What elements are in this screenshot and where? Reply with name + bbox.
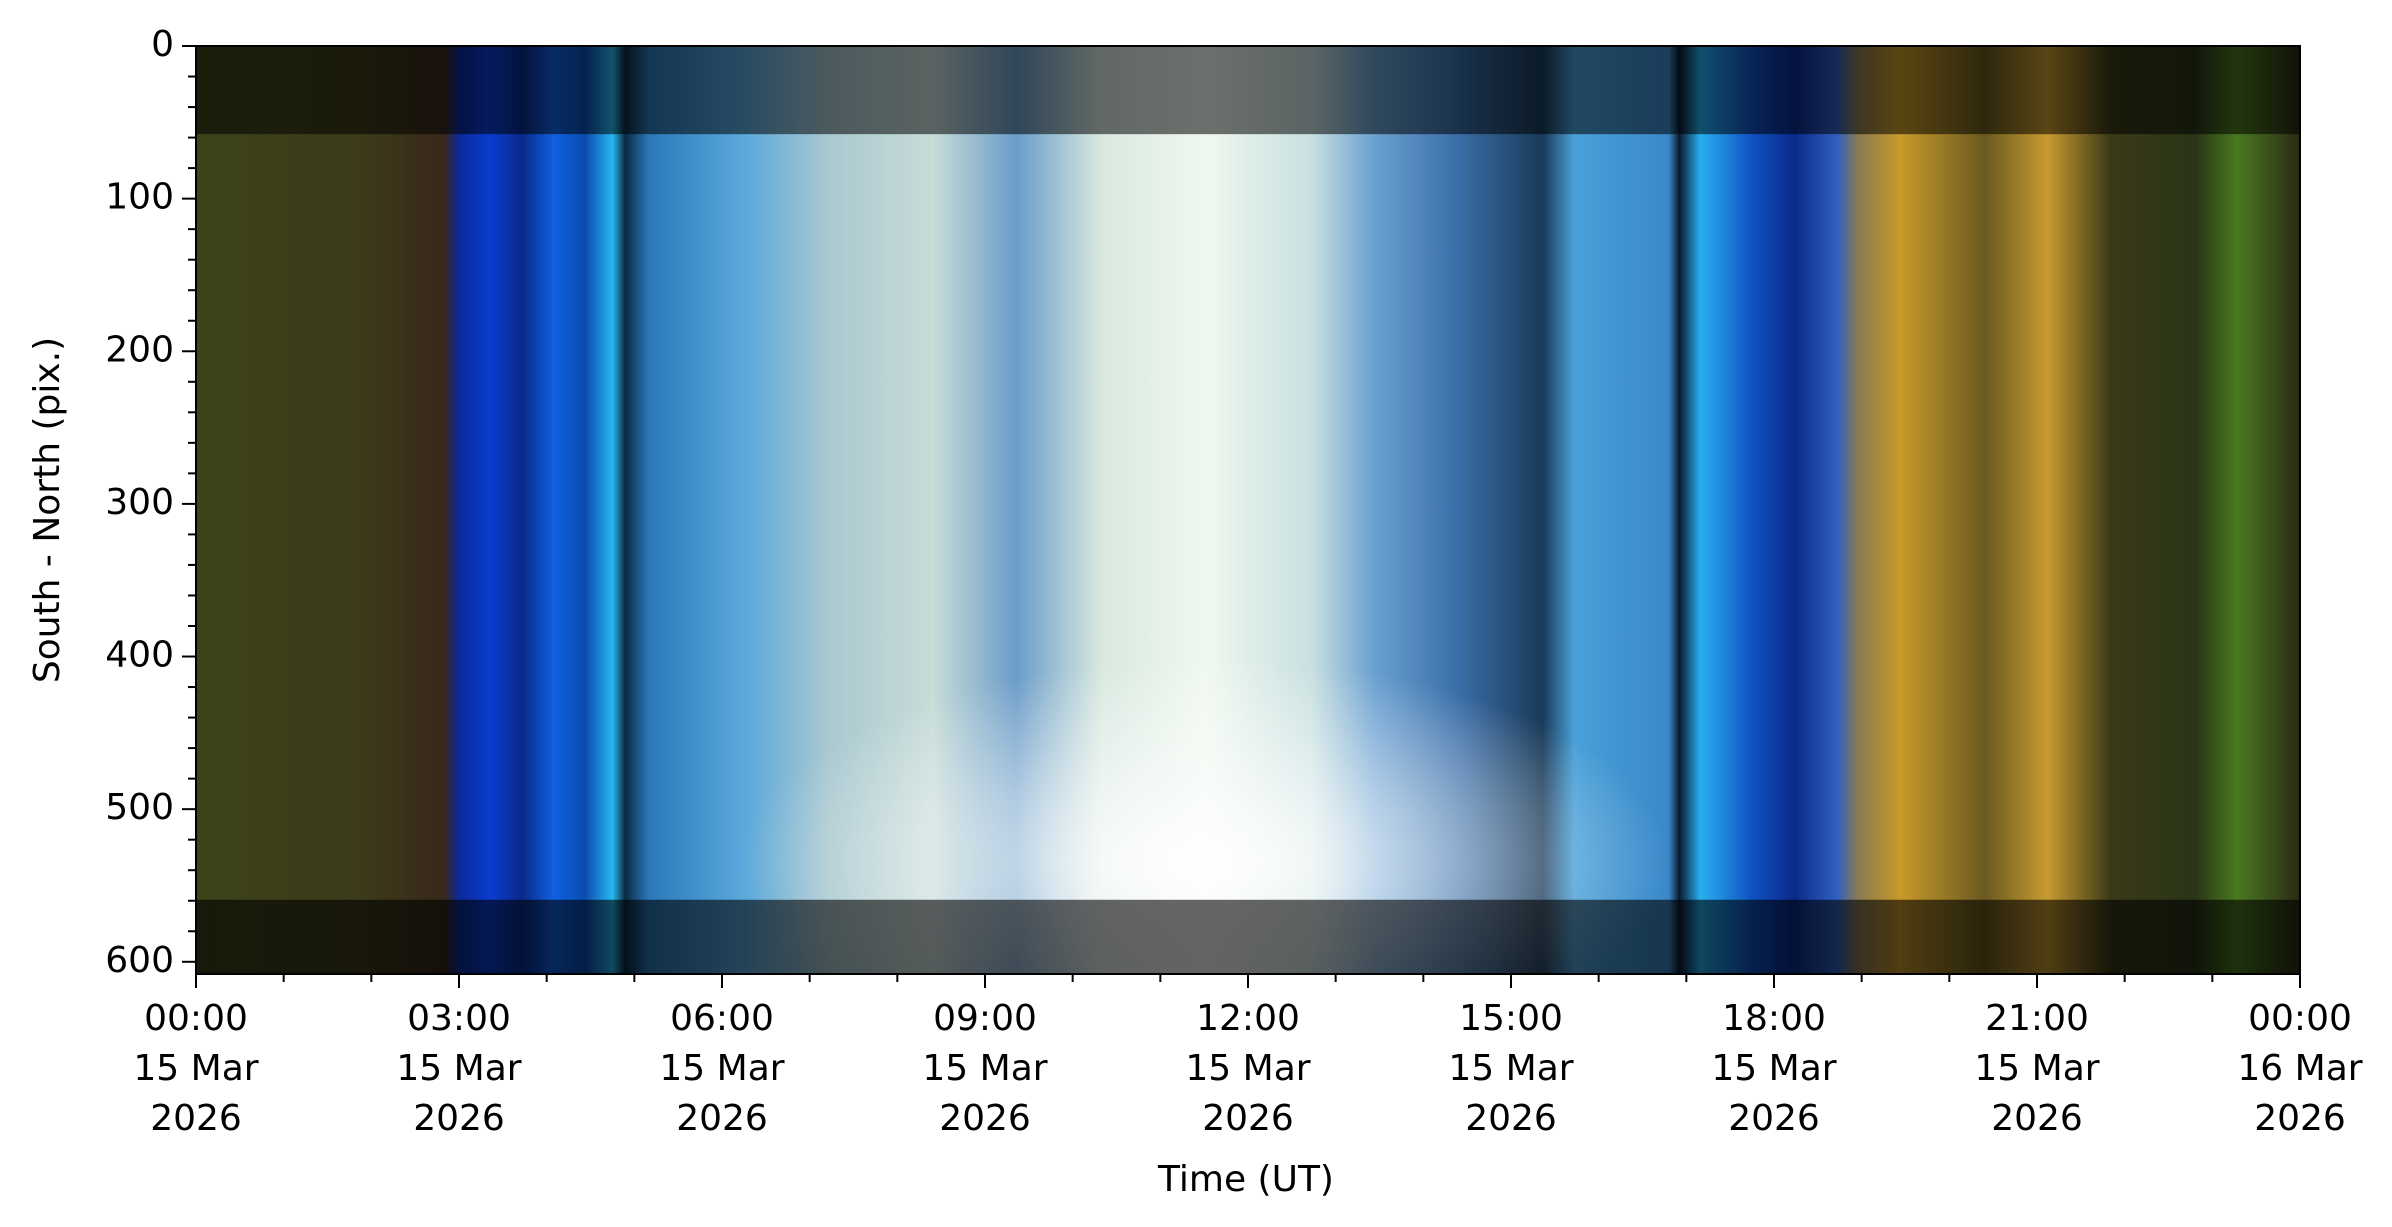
y-tick-label: 200 xyxy=(105,329,174,370)
x-tick-label: 2026 xyxy=(2254,1098,2346,1139)
x-tick-label: 15 Mar xyxy=(396,1048,521,1089)
x-axis-label: Time (UT) xyxy=(1157,1159,1334,1200)
x-tick-label: 09:00 xyxy=(933,998,1037,1039)
y-tick-label: 0 xyxy=(151,24,174,65)
x-tick-label: 2026 xyxy=(150,1098,242,1139)
x-tick-label: 2026 xyxy=(1728,1098,1820,1139)
x-tick-label: 15:00 xyxy=(1459,998,1563,1039)
x-tick-label: 06:00 xyxy=(670,998,774,1039)
y-tick-label: 600 xyxy=(105,940,174,981)
y-axis-label: South - North (pix.) xyxy=(27,337,68,683)
x-tick-label: 12:00 xyxy=(1196,998,1300,1039)
x-tick-label: 16 Mar xyxy=(2237,1048,2362,1089)
x-tick-label: 21:00 xyxy=(1985,998,2089,1039)
x-tick-label: 15 Mar xyxy=(1711,1048,1836,1089)
x-tick-label: 2026 xyxy=(939,1098,1031,1139)
keogram-top-band xyxy=(196,46,2300,135)
x-tick-label: 15 Mar xyxy=(133,1048,258,1089)
x-tick-label: 2026 xyxy=(1991,1098,2083,1139)
y-tick-label: 100 xyxy=(105,177,174,218)
y-tick-label: 500 xyxy=(105,787,174,828)
x-tick-label: 2026 xyxy=(676,1098,768,1139)
keogram xyxy=(195,45,2301,975)
keogram-bottom-band xyxy=(196,899,2300,974)
y-tick-label: 300 xyxy=(105,482,174,523)
x-tick-label: 00:00 xyxy=(2248,998,2352,1039)
x-tick-label: 00:00 xyxy=(144,998,248,1039)
x-tick-label: 2026 xyxy=(413,1098,505,1139)
x-tick-label: 15 Mar xyxy=(1448,1048,1573,1089)
x-tick-label: 03:00 xyxy=(407,998,511,1039)
x-tick-label: 15 Mar xyxy=(659,1048,784,1089)
x-tick-label: 2026 xyxy=(1465,1098,1557,1139)
x-tick-label: 2026 xyxy=(1202,1098,1294,1139)
keogram-glow xyxy=(196,46,2300,974)
y-tick-label: 400 xyxy=(105,635,174,676)
x-tick-label: 18:00 xyxy=(1722,998,1826,1039)
x-tick-label: 15 Mar xyxy=(1974,1048,2099,1089)
x-tick-label: 15 Mar xyxy=(1185,1048,1310,1089)
x-tick-label: 15 Mar xyxy=(922,1048,1047,1089)
